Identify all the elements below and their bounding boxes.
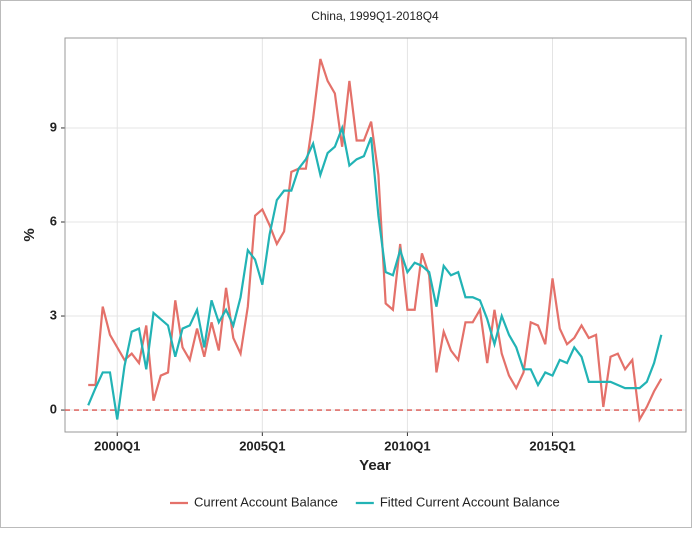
chart-title: China, 1999Q1-2018Q4 bbox=[311, 9, 439, 23]
x-tick-label: 2015Q1 bbox=[529, 438, 575, 453]
legend-label: Current Account Balance bbox=[194, 494, 338, 509]
x-axis-label: Year bbox=[359, 457, 391, 474]
series-line bbox=[87, 123, 663, 420]
series-line bbox=[88, 58, 663, 423]
y-tick-label: 6 bbox=[50, 213, 57, 228]
x-tick-label: 2000Q1 bbox=[94, 438, 140, 453]
y-tick-label: 3 bbox=[50, 307, 57, 322]
x-tick-label: 2010Q1 bbox=[384, 438, 430, 453]
y-tick-label: 0 bbox=[50, 401, 57, 416]
plot-border bbox=[64, 37, 687, 433]
y-tick-label: 9 bbox=[50, 119, 57, 134]
y-axis-label: % bbox=[21, 228, 38, 241]
x-tick-label: 2005Q1 bbox=[239, 438, 285, 453]
legend-label: Fitted Current Account Balance bbox=[380, 494, 560, 509]
